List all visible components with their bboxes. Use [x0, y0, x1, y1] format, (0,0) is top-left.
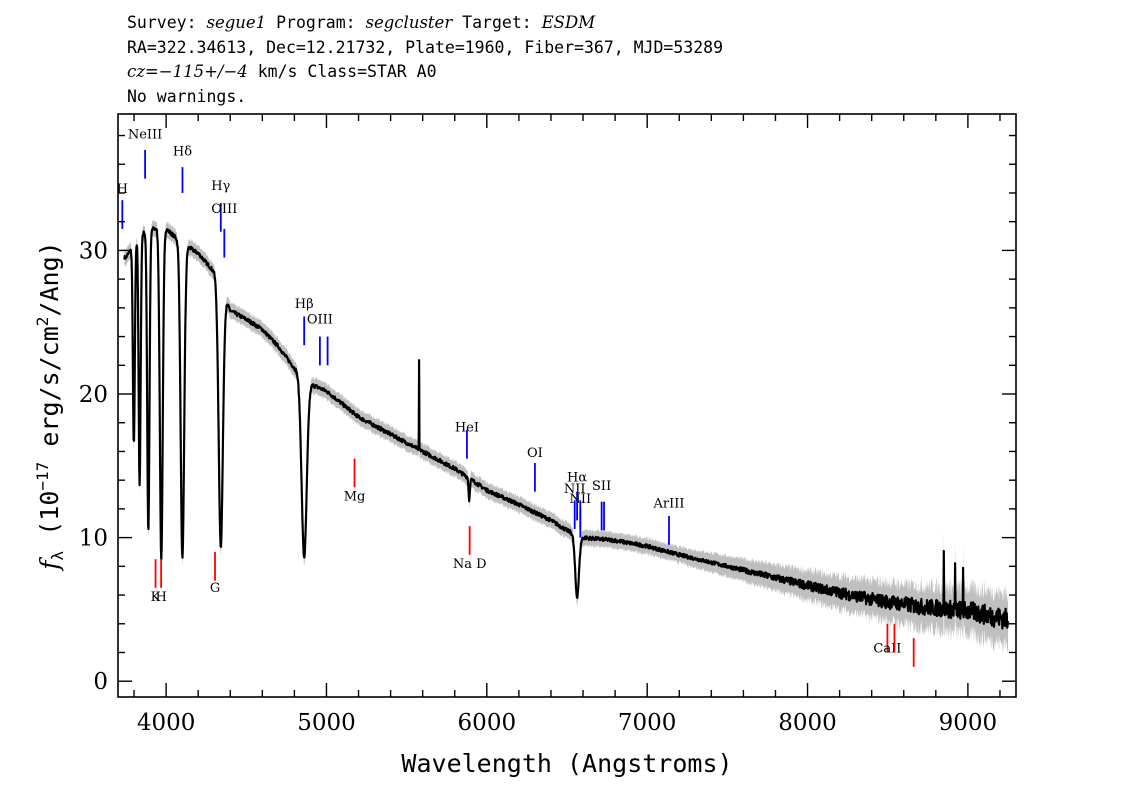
y-tick-label: 30 — [79, 238, 108, 264]
x-tick-label: 5000 — [297, 710, 356, 736]
emission-line-label: H — [117, 182, 128, 197]
emission-line-label: ArIII — [652, 496, 684, 511]
emission-line-label: Hδ — [173, 145, 192, 160]
x-axis-title: Wavelength (Angstroms) — [401, 749, 732, 778]
emission-line-label: HeI — [455, 420, 479, 435]
error-band-area — [124, 219, 1008, 654]
y-axis-units-open: (10 — [35, 491, 64, 551]
absorption-line-label: G — [210, 581, 220, 596]
emission-line-label: OI — [527, 446, 543, 461]
survey-value: segue1 — [206, 13, 267, 32]
x-tick-label: 9000 — [939, 710, 998, 736]
emission-line-label: OIII — [307, 313, 333, 328]
header-line-survey: Survey: segue1 Program: segcluster Targe… — [127, 11, 723, 36]
survey-label: Survey: — [127, 13, 207, 32]
program-label: Program: — [266, 13, 366, 32]
header-line-redshift: cz=−115+/−4 km/s Class=STAR A0 — [127, 60, 723, 85]
axis-tick-labels: 4000 5000 6000 7000 8000 9000 0 10 20 30 — [79, 238, 997, 736]
emission-line-label: OIII — [211, 202, 237, 217]
y-tick-label: 10 — [79, 526, 108, 552]
absorption-line-label: CaII — [873, 641, 901, 656]
emission-line-label: NII — [564, 482, 586, 497]
spectrum-header: Survey: segue1 Program: segcluster Targe… — [127, 11, 723, 109]
header-line-coordinates: RA=322.34613, Dec=12.21732, Plate=1960, … — [127, 37, 724, 57]
flux-line — [123, 226, 1010, 630]
header-line-warnings: No warnings. — [127, 86, 247, 106]
program-value: segcluster — [365, 13, 453, 32]
y-tick-label: 0 — [93, 669, 108, 695]
x-tick-label: 4000 — [137, 710, 196, 736]
emission-line-label: NeIII — [128, 127, 162, 142]
error-band — [124, 219, 1008, 654]
class-value: km/s Class=STAR A0 — [247, 62, 437, 81]
x-tick-label: 8000 — [778, 710, 837, 736]
y-axis-exponent-2: 2 — [33, 317, 52, 327]
plot-frame — [117, 113, 1017, 698]
y-axis-exponent: −17 — [33, 462, 52, 491]
absorption-line-label: Mg — [344, 489, 366, 504]
emission-line-label: Hγ — [211, 179, 230, 194]
target-label: Target: — [452, 13, 542, 32]
target-value: ESDM — [541, 13, 596, 32]
y-tick-label: 20 — [79, 382, 108, 408]
flux-series — [123, 226, 1010, 630]
emission-line-label: SII — [592, 479, 611, 494]
x-tick-label: 6000 — [458, 710, 517, 736]
y-axis-title: fλ (10−17 erg/s/cm2/Ang) — [33, 241, 67, 571]
axis-ticks — [118, 114, 1016, 697]
emission-line-label: Hβ — [295, 297, 314, 312]
absorption-line-label: H — [155, 590, 166, 605]
y-axis-symbol: f — [35, 557, 64, 572]
y-axis-symbol-sub: λ — [48, 550, 67, 560]
x-tick-label: 7000 — [618, 710, 677, 736]
absorption-line-label: K — [151, 590, 161, 605]
y-axis-units-end: /Ang) — [35, 241, 64, 316]
absorption-line-label: Na D — [453, 557, 487, 572]
cz-value: cz=−115+/−4 — [127, 62, 248, 81]
emission-line-label: NII — [569, 492, 591, 507]
line-markers: NeIIIHδHγOIIIHHβOIIIHeIOINIIHαNIISIIArII… — [117, 127, 915, 667]
y-axis-units-mid: erg/s/cm — [35, 326, 64, 461]
emission-line-label: Hα — [567, 471, 587, 486]
